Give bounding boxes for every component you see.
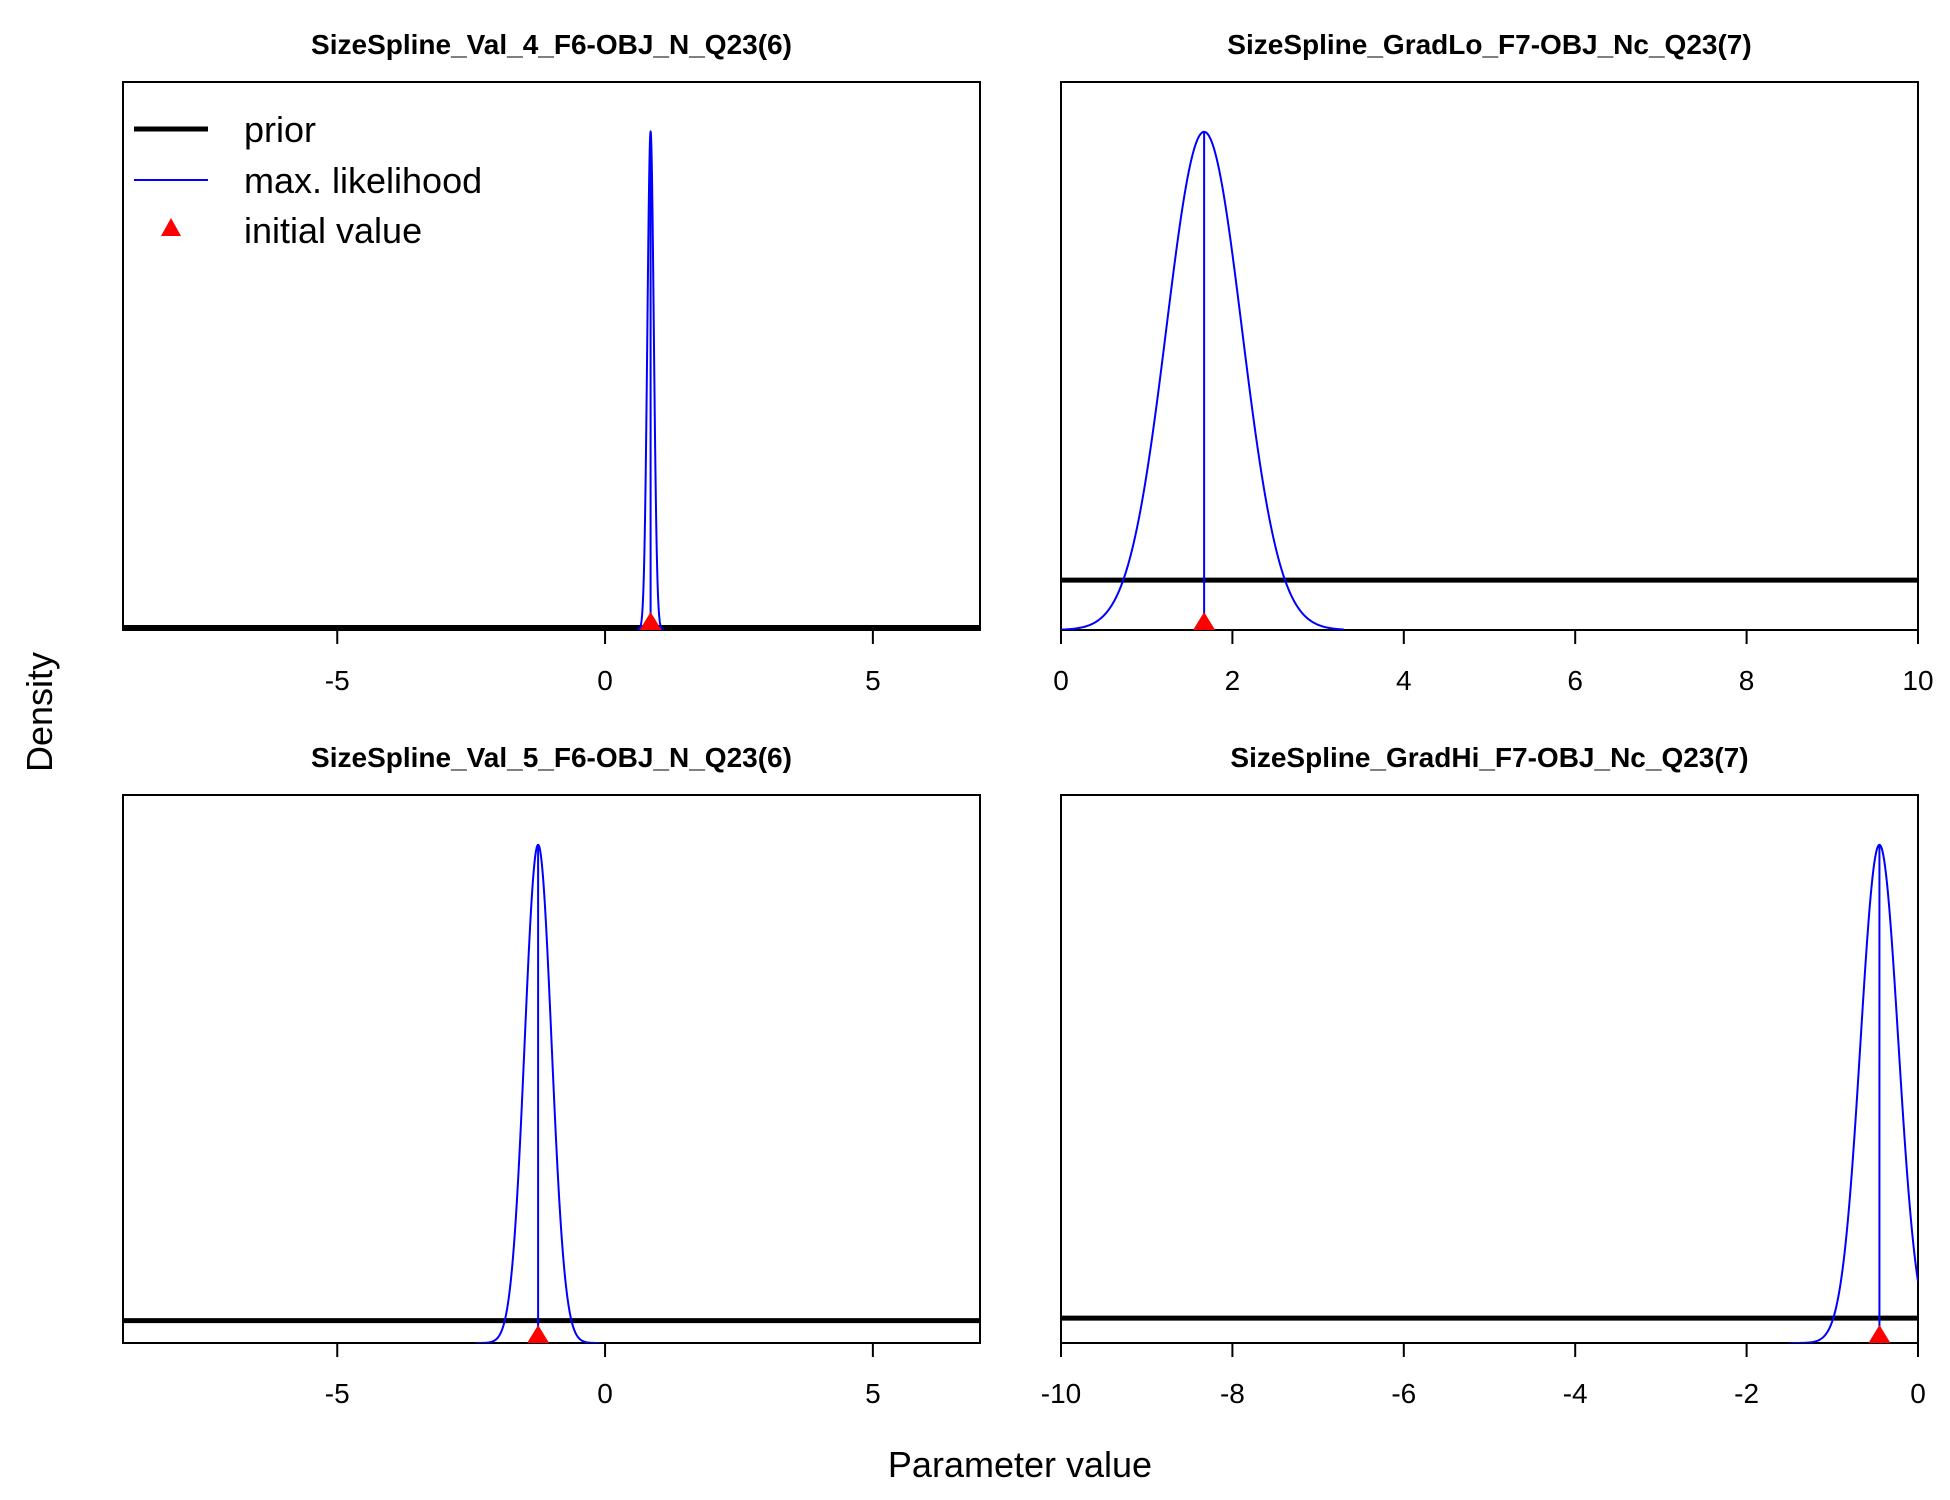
x-tick-label: -5 xyxy=(325,665,350,696)
panel-2: SizeSpline_GradLo_F7-OBJ_Nc_Q23(7) 0 2 4 6 8 1… xyxy=(1053,29,1933,696)
x-axis-label: Parameter value xyxy=(888,1444,1152,1485)
x-tick-label: -6 xyxy=(1391,1378,1416,1409)
x-tick-label: 8 xyxy=(1739,665,1755,696)
panels: SizeSpline_Val_4_F6-OBJ_N_Q23(6)-5 0 5Size… xyxy=(122,29,1934,1409)
initial-value-marker xyxy=(527,1325,550,1343)
initial-value-marker xyxy=(1868,1325,1891,1343)
plot-frame xyxy=(1060,81,1919,631)
panel-1: SizeSpline_Val_4_F6-OBJ_N_Q23(6) -5 0 5 xyxy=(122,29,981,696)
legend: prior max. likelihood initial value xyxy=(134,109,482,251)
panel-title: SizeSpline_Val_5_F6-OBJ_N_Q23(6) xyxy=(311,742,792,773)
x-tick-label: -8 xyxy=(1220,1378,1245,1409)
initial-value-marker xyxy=(639,612,662,630)
panel-3: SizeSpline_Val_5_F6-OBJ_N_Q23(6) -5 0 5 xyxy=(122,742,981,1409)
x-tick-label: -2 xyxy=(1734,1378,1759,1409)
max-likelihood-curve xyxy=(1789,843,1918,1343)
initial-value-marker xyxy=(1193,612,1216,630)
panel-4: SizeSpline_GradHi_F7-OBJ_Nc_Q23(7) -10 -8 -… xyxy=(1041,742,1926,1409)
legend-initial-value-label: initial value xyxy=(244,210,422,251)
legend-initial-value-swatch xyxy=(161,218,181,236)
panel-title: SizeSpline_GradLo_F7-OBJ_Nc_Q23(7) xyxy=(1227,29,1751,60)
x-tick-label: 5 xyxy=(865,1378,881,1409)
plot-frame xyxy=(122,794,981,1344)
panel-title: SizeSpline_GradHi_F7-OBJ_Nc_Q23(7) xyxy=(1230,742,1748,773)
x-tick-label: 4 xyxy=(1396,665,1412,696)
x-tick-label: 10 xyxy=(1902,665,1933,696)
x-tick-label: -10 xyxy=(1041,1378,1081,1409)
x-tick-label: 0 xyxy=(597,665,613,696)
x-tick-label: 0 xyxy=(1053,665,1069,696)
max-likelihood-curve xyxy=(1061,130,1344,630)
y-axis-label: Density xyxy=(19,652,60,772)
x-tick-label: 5 xyxy=(865,665,881,696)
legend-prior-label: prior xyxy=(244,109,316,150)
x-tick-label: -5 xyxy=(325,1378,350,1409)
plot-frame xyxy=(1060,794,1919,1344)
x-tick-label: 0 xyxy=(1910,1378,1926,1409)
x-tick-label: 6 xyxy=(1567,665,1583,696)
x-tick-label: 2 xyxy=(1225,665,1241,696)
x-tick-label: 0 xyxy=(597,1378,613,1409)
legend-ml-label: max. likelihood xyxy=(244,160,482,201)
x-tick-label: -4 xyxy=(1563,1378,1588,1409)
panel-title: SizeSpline_Val_4_F6-OBJ_N_Q23(6) xyxy=(311,29,792,60)
